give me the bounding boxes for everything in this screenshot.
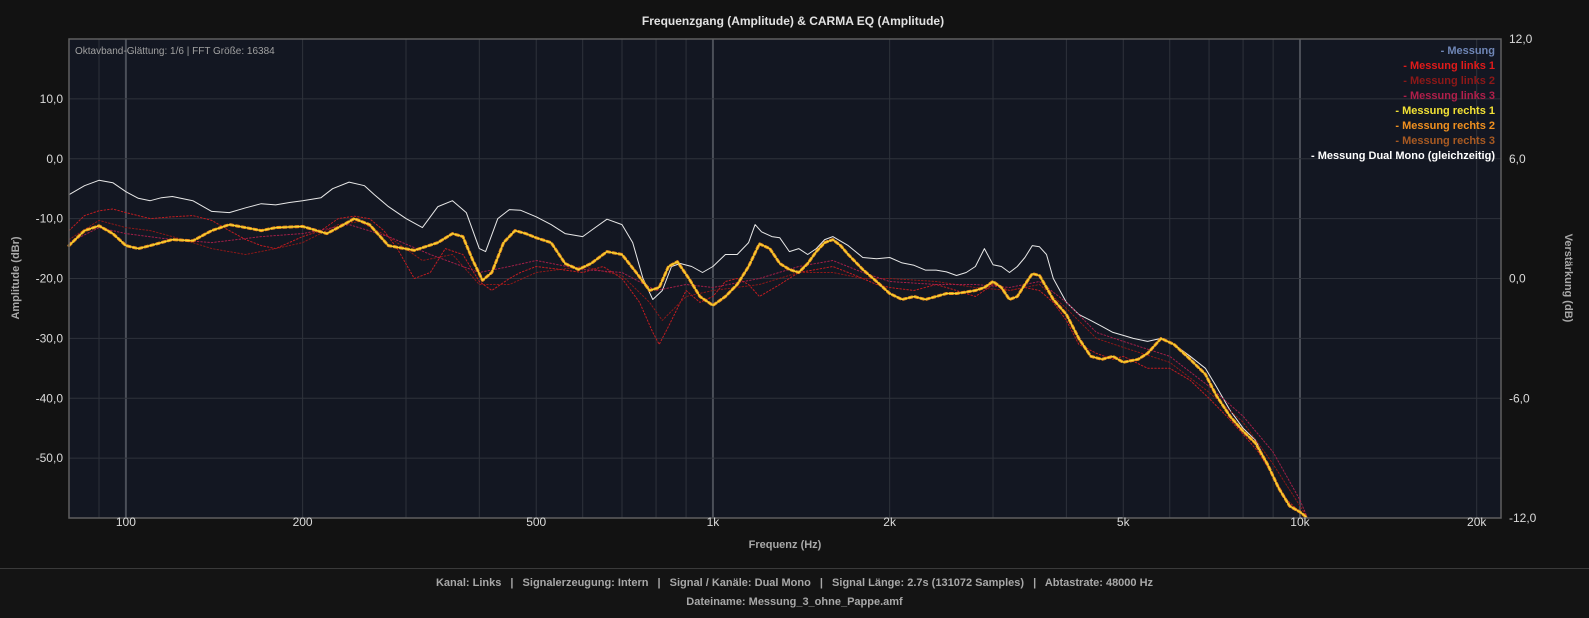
y-axis-label: Amplitude (dBr): [10, 236, 22, 319]
legend-item-messung-rechts-2[interactable]: - Messung rechts 2: [1395, 120, 1495, 132]
y2-tick-label: -6,0: [1509, 391, 1530, 405]
x-tick-label: 10k: [1290, 515, 1310, 529]
grid: [69, 39, 1501, 518]
axis-ticks: 100 200 500 1k 2k 5k 10k 20k 10,0 0,0 -10,0 -20,0 -3…: [36, 32, 1537, 529]
y-tick-label: -30,0: [36, 331, 64, 345]
filename-line: Dateiname: Messung_3_ohne_Pappe.amf: [686, 596, 903, 608]
chart-subtitle: Oktavband-Glättung: 1/6 | FFT Größe: 163…: [75, 46, 275, 57]
y2-axis-label: Verstärkung (dB): [1562, 234, 1574, 323]
x-axis-label: Frequenz (Hz): [749, 539, 822, 551]
y-tick-label: 0,0: [46, 152, 63, 166]
x-tick-label: 100: [116, 515, 136, 529]
x-tick-label: 500: [526, 515, 546, 529]
legend-item-messung-links-1[interactable]: - Messung links 1: [1403, 60, 1495, 72]
y2-tick-label: -12,0: [1509, 511, 1537, 525]
plot-frame: [68, 38, 1502, 519]
channel-info: Kanal: Links: [435, 577, 502, 589]
legend-item-messung[interactable]: - Messung: [1441, 45, 1495, 57]
y2-tick-label: 0,0: [1509, 272, 1526, 286]
series-line-messung-dual-mono-gleichzeitig: [68, 179, 1308, 519]
separator: |: [657, 577, 661, 589]
x-tick-label: 2k: [883, 515, 897, 529]
frequency-response-chart: Frequenzgang (Amplitude) & CARMA EQ (Amp…: [10, 14, 1574, 551]
legend-item-messung-links-3[interactable]: - Messung links 3: [1403, 90, 1495, 102]
y-tick-label: -40,0: [36, 391, 64, 405]
y-tick-label: -20,0: [36, 272, 64, 286]
separator: |: [510, 577, 514, 589]
legend-item-messung-rechts-1[interactable]: - Messung rechts 1: [1395, 105, 1495, 117]
series-line-messung-links-3: [68, 224, 1308, 519]
series-line-messung-links-2: [68, 219, 1308, 519]
signal-length-info: Signal Länge: 2.7s (131072 Samples): [832, 577, 1025, 589]
series-line-messung-rechts-1: [68, 218, 1308, 519]
y-tick-label: 10,0: [40, 92, 64, 106]
x-tick-label: 1k: [707, 515, 721, 529]
legend[interactable]: - Messung - Messung links 1 - Messung link…: [1311, 45, 1495, 162]
x-tick-label: 20k: [1467, 515, 1487, 529]
series-group: [67, 179, 1309, 520]
y-tick-label: -50,0: [36, 451, 64, 465]
separator: |: [1033, 577, 1037, 589]
signal-info-line: Kanal: Links | Signalerzeugung: Intern |…: [0, 577, 1589, 589]
chart-title: Frequenzgang (Amplitude) & CARMA EQ (Amp…: [642, 14, 944, 28]
x-tick-label: 5k: [1117, 515, 1131, 529]
series-line-messung-links-1: [68, 208, 1308, 519]
x-tick-label: 200: [293, 515, 313, 529]
info-footer: Kanal: Links | Signalerzeugung: Intern |…: [0, 568, 1589, 618]
y2-tick-label: 12,0: [1509, 32, 1533, 46]
legend-item-messung-dual-mono-gleichzeitig[interactable]: - Messung Dual Mono (gleichzeitig): [1311, 150, 1495, 162]
signal-generation-info: Signalerzeugung: Intern: [522, 577, 649, 589]
y-tick-label: -10,0: [36, 212, 64, 226]
y2-tick-label: 6,0: [1509, 152, 1526, 166]
separator: |: [819, 577, 823, 589]
sample-rate-info: Abtastrate: 48000 Hz: [1044, 577, 1154, 589]
signal-channels-info: Signal / Kanäle: Dual Mono: [669, 577, 811, 589]
legend-item-messung-rechts-3[interactable]: - Messung rechts 3: [1395, 135, 1495, 147]
legend-item-messung-links-2[interactable]: - Messung links 2: [1403, 75, 1495, 87]
